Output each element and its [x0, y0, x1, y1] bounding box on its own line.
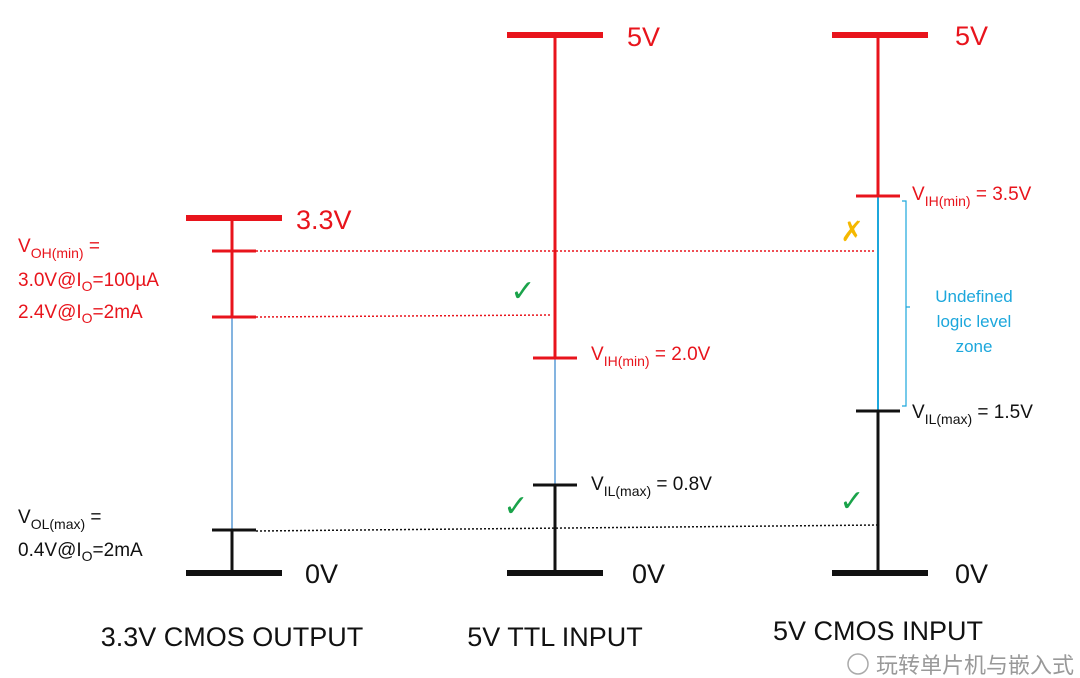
- vol-value: 0.4V@IO=2mA: [18, 540, 143, 564]
- cross-icon: ✗: [840, 216, 863, 247]
- watermark: 玩转单片机与嵌入式: [847, 653, 1074, 678]
- voh-label: VOH(min) =: [18, 236, 100, 261]
- column-title: 5V TTL INPUT: [467, 622, 643, 652]
- check-icon: ✓: [839, 485, 864, 518]
- vol-label: VOL(max) =: [18, 507, 102, 532]
- undefined-zone-bracket: [902, 200, 910, 407]
- vih-label: VIH(min) = 2.0V: [591, 344, 711, 369]
- top-voltage-label: 3.3V: [296, 205, 352, 235]
- voh-2v4-value: 2.4V@IO=2mA: [18, 302, 143, 326]
- voh-2v4-dotted-line: [255, 314, 553, 318]
- undefined-zone-label-line3: zone: [956, 337, 993, 356]
- top-voltage-label: 5V: [627, 22, 660, 52]
- bottom-voltage-label: 0V: [955, 559, 988, 589]
- column-3v3-cmos-output: 3.3V 0V VOH(min) = 3.0V@IO=100µA 2.4V@IO…: [18, 205, 363, 652]
- undefined-zone-label-line2: logic level: [937, 312, 1012, 331]
- vol-dotted-line: [255, 524, 881, 532]
- vil-label: VIL(max) = 0.8V: [591, 474, 712, 499]
- voh-3v-value: 3.0V@IO=100µA: [18, 270, 159, 294]
- top-voltage-label: 5V: [955, 21, 988, 51]
- bottom-voltage-label: 0V: [632, 559, 665, 589]
- column-5v-ttl-input: 5V 0V VIH(min) = 2.0V VIL(max) = 0.8V 5V…: [467, 22, 712, 652]
- wechat-logo-icon: [847, 653, 869, 675]
- vil-label: VIL(max) = 1.5V: [912, 402, 1033, 427]
- check-icon: ✓: [503, 490, 528, 523]
- bottom-voltage-label: 0V: [305, 559, 338, 589]
- column-title: 5V CMOS INPUT: [773, 616, 983, 646]
- check-icon: ✓: [510, 275, 535, 308]
- column-5v-cmos-input: 5V 0V VIH(min) = 3.5V VIL(max) = 1.5V Un…: [773, 21, 1033, 646]
- watermark-text: 玩转单片机与嵌入式: [876, 653, 1074, 678]
- column-title: 3.3V CMOS OUTPUT: [101, 622, 364, 652]
- undefined-zone-label-line1: Undefined: [935, 287, 1013, 306]
- vih-label: VIH(min) = 3.5V: [912, 184, 1032, 209]
